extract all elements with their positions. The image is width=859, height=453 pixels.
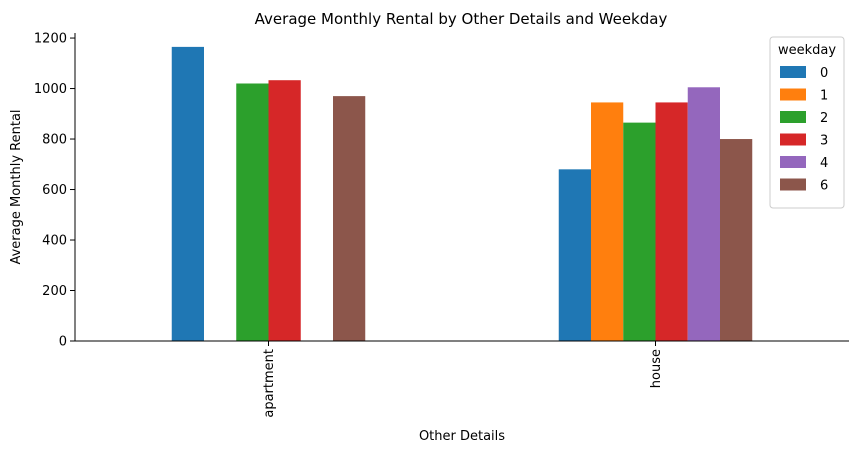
legend-label-1: 1 — [820, 89, 828, 104]
x-ticks: apartment house — [262, 341, 664, 418]
bar-apartment-weekday-0 — [171, 46, 204, 341]
y-tick-label: 1200 — [34, 32, 67, 47]
y-tick-label: 1000 — [34, 82, 67, 97]
legend-swatch-6 — [780, 178, 806, 191]
bar-house-weekday-4 — [687, 87, 720, 341]
legend-label-0: 0 — [820, 66, 828, 81]
bar-apartment-weekday-2 — [236, 83, 269, 341]
y-ticks: 0 200 400 600 800 1000 1200 — [34, 32, 75, 350]
bars-group — [171, 46, 753, 342]
y-tick-label: 0 — [59, 335, 67, 350]
chart-title: Average Monthly Rental by Other Details … — [255, 10, 668, 28]
legend-label-4: 4 — [820, 156, 828, 171]
y-tick-label: 200 — [42, 284, 67, 299]
y-tick-label: 800 — [42, 133, 67, 148]
legend-swatch-3 — [780, 133, 806, 146]
x-axis-label: Other Details — [419, 429, 505, 444]
bar-apartment-weekday-3 — [268, 80, 301, 341]
bar-house-weekday-1 — [591, 102, 624, 341]
legend-items: 0 1 2 3 4 6 — [780, 66, 828, 194]
x-tick-label-apartment: apartment — [262, 349, 277, 418]
legend-label-2: 2 — [820, 111, 828, 126]
legend-swatch-1 — [780, 88, 806, 101]
legend-swatch-2 — [780, 111, 806, 123]
bar-house-weekday-6 — [720, 139, 753, 341]
legend-swatch-0 — [780, 66, 806, 78]
legend-swatch-4 — [780, 156, 806, 168]
legend-label-3: 3 — [820, 134, 828, 149]
legend: weekday 0 1 2 3 4 6 — [769, 36, 845, 209]
y-tick-label: 400 — [42, 234, 67, 249]
x-tick-label-house: house — [649, 349, 664, 388]
legend-title: weekday — [778, 43, 836, 58]
bar-house-weekday-0 — [558, 169, 591, 341]
y-axis-label: Average Monthly Rental — [9, 109, 24, 264]
bar-house-weekday-3 — [655, 102, 688, 341]
bar-house-weekday-2 — [623, 122, 656, 341]
legend-label-6: 6 — [820, 179, 828, 194]
y-tick-label: 600 — [42, 183, 67, 198]
bar-apartment-weekday-6 — [333, 96, 366, 342]
